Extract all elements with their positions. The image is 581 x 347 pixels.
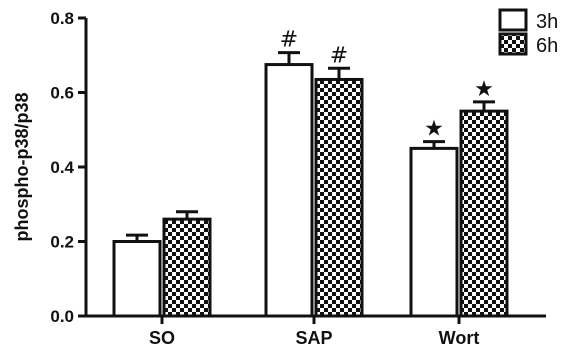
bar-3h-SAP <box>264 63 314 318</box>
significance-mark: # <box>280 28 298 53</box>
y-tick-label: 0.4 <box>50 158 74 177</box>
y-axis-title: phospho-p38/p38 <box>12 92 32 241</box>
y-tick-label: 0.8 <box>50 9 74 28</box>
y-tick-label: 0.6 <box>50 84 74 103</box>
y-tick-label: 0.0 <box>50 307 74 326</box>
significance-mark: ★ <box>474 77 494 102</box>
legend-swatch-6h <box>498 32 528 56</box>
significance-mark: ★ <box>424 117 444 142</box>
x-tick-label: Wort <box>439 328 480 347</box>
legend-swatch-3h <box>498 8 528 32</box>
bar-6h-SO <box>162 217 212 318</box>
x-tick-label: SO <box>149 328 175 347</box>
bar-6h-Wort <box>459 109 509 318</box>
bar-3h-SO <box>112 240 162 318</box>
bar-6h-SAP <box>314 77 364 318</box>
x-tick-label: SAP <box>295 328 332 347</box>
plot-area: 0.0 0.2 0.4 0.6 0.8 SO SAP # # Wort ★ ★ <box>50 9 546 347</box>
legend-label-6h: 6h <box>536 35 558 57</box>
legend-label-3h: 3h <box>536 11 558 33</box>
significance-mark: # <box>330 43 348 68</box>
bar-3h-Wort <box>409 146 459 318</box>
legend: 3h 6h <box>498 8 558 57</box>
y-tick-label: 0.2 <box>50 233 74 252</box>
